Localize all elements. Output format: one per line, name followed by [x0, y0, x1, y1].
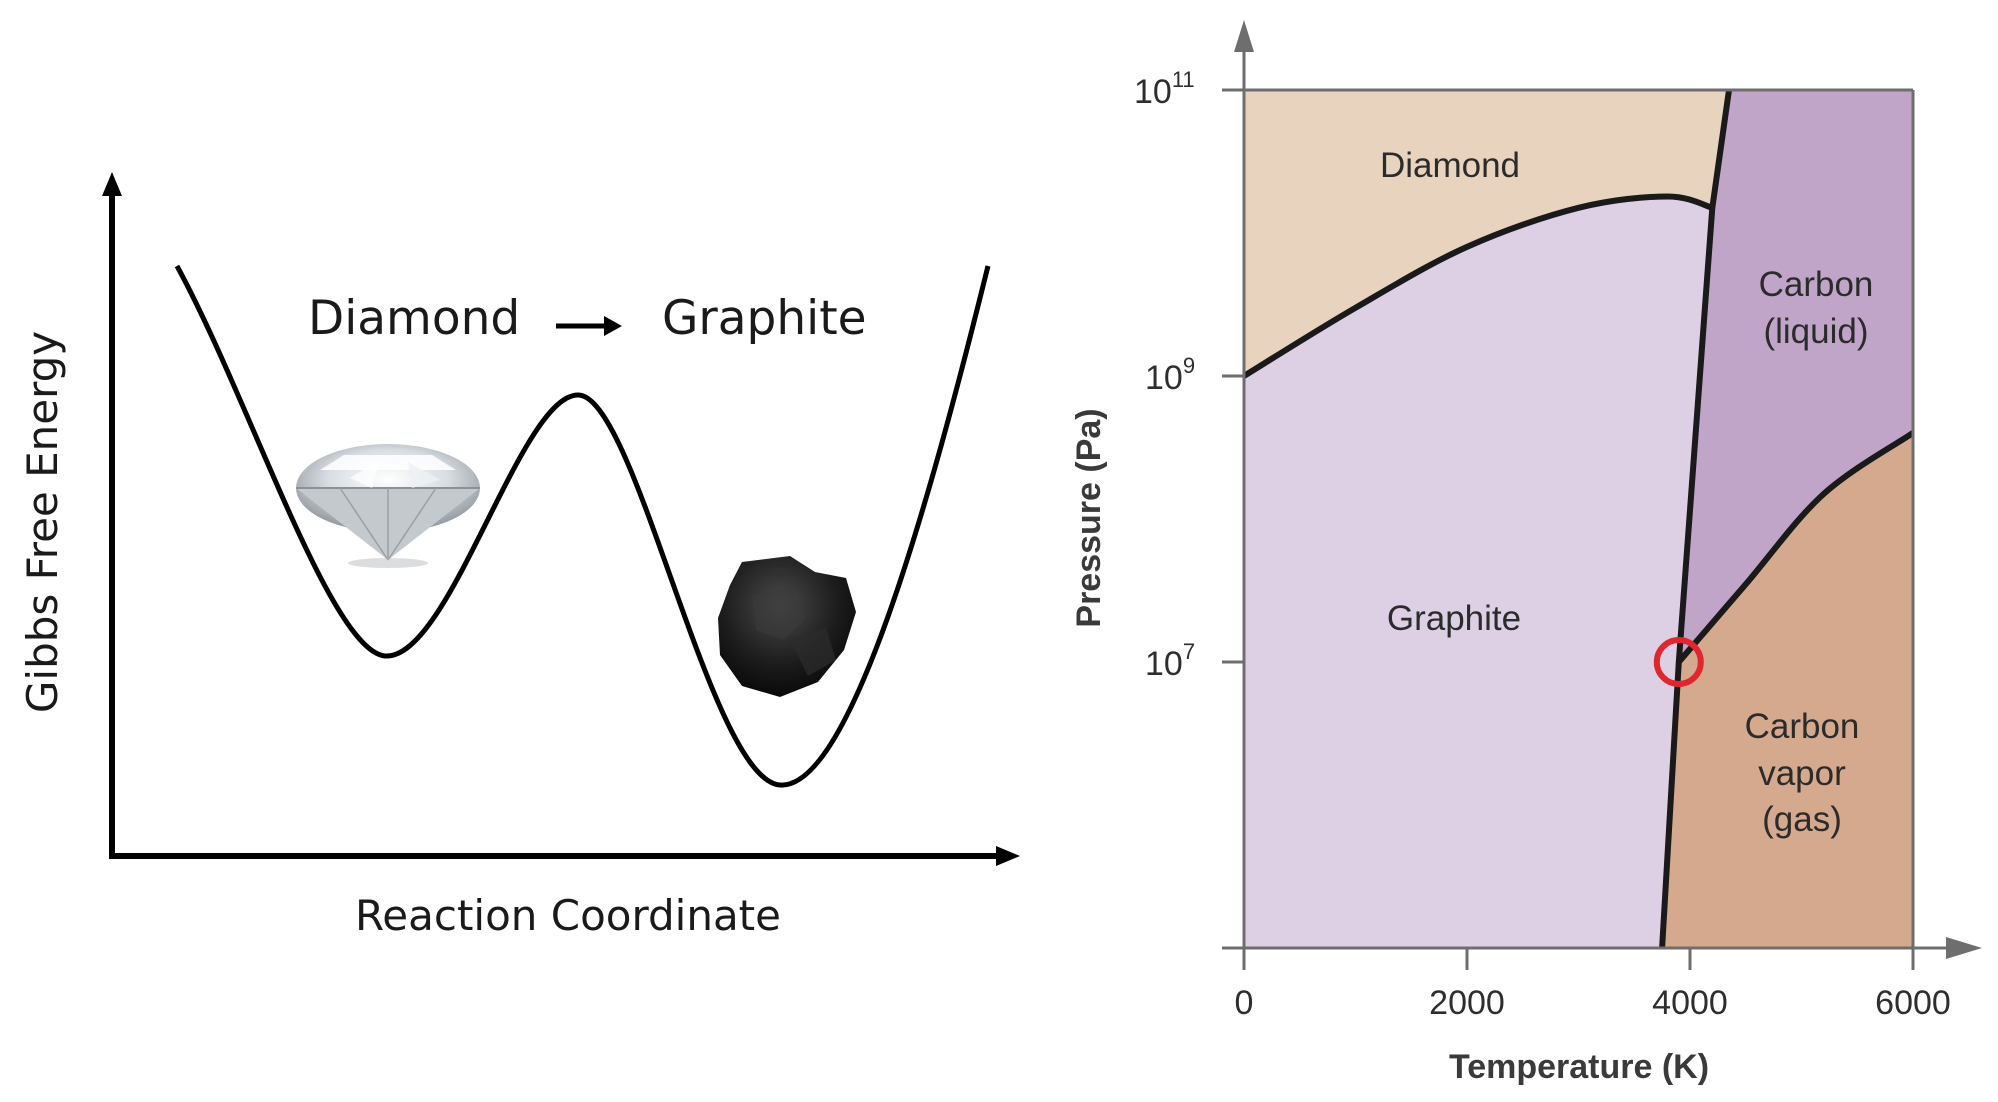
phase-x-axis-arrow: [1946, 937, 1982, 959]
graphite-region: [1244, 196, 1713, 948]
svg-text:2000: 2000: [1429, 984, 1505, 1022]
vapor-region: [1662, 432, 1913, 948]
svg-text:1011: 1011: [1134, 67, 1195, 111]
y-tick-base: 10: [1145, 359, 1183, 397]
diamond-gem-image: [296, 444, 480, 568]
y-tick-10-7: 107: [1145, 639, 1244, 683]
vapor-region-label-line1: Carbon: [1745, 707, 1860, 746]
liquid-region: [1678, 90, 1913, 662]
phase-diagram: Diamond Graphite Carbon (liquid) Carbon …: [1070, 20, 1982, 1086]
energy-y-axis-label: Gibbs Free Energy: [18, 331, 67, 713]
energy-x-axis-arrow: [996, 846, 1020, 866]
svg-text:4000: 4000: [1652, 984, 1728, 1022]
energy-diagram: Diamond Graphite Gibbs Free Energy: [18, 172, 1020, 940]
phase-regions: [1244, 90, 1913, 948]
liquid-vapor-boundary: [1676, 430, 1915, 664]
vapor-region-label-line3: (gas): [1762, 800, 1842, 839]
x-tick-2000: 2000: [1429, 948, 1505, 1022]
vapor-region-label-line2: vapor: [1758, 754, 1846, 793]
phase-y-axis-label: Pressure (Pa): [1070, 408, 1108, 627]
y-tick-exponent: 11: [1172, 67, 1195, 92]
phase-boundaries: [1242, 89, 1915, 949]
x-tick-0: 0: [1235, 948, 1254, 1022]
y-tick-10-9: 109: [1145, 353, 1244, 397]
y-tick-exponent: 7: [1183, 639, 1195, 664]
graphite-region-label: Graphite: [1387, 599, 1521, 638]
x-tick-6000: 6000: [1875, 948, 1951, 1022]
svg-text:107: 107: [1145, 639, 1195, 683]
y-tick-10-11: 1011: [1134, 67, 1244, 111]
reaction-arrow-icon: [556, 316, 622, 336]
diamond-graphite-boundary: [1242, 193, 1714, 379]
triple-point-marker: [1653, 637, 1704, 687]
reaction-left-label: Diamond: [308, 291, 520, 346]
svg-text:109: 109: [1145, 353, 1195, 397]
energy-x-axis-label: Reaction Coordinate: [355, 891, 781, 940]
svg-text:6000: 6000: [1875, 984, 1951, 1022]
reaction-right-label: Graphite: [662, 291, 867, 346]
phase-y-axis-arrow: [1234, 20, 1254, 52]
diamond-region-label: Diamond: [1380, 146, 1520, 185]
svg-text:0: 0: [1235, 984, 1254, 1022]
liquid-region-label-line1: Carbon: [1759, 265, 1874, 304]
diamond-region: [1244, 90, 1729, 376]
liquid-diamond-boundary: [1709, 89, 1732, 209]
x-tick-4000: 4000: [1652, 948, 1728, 1022]
energy-curve: [174, 264, 991, 788]
y-tick-exponent: 9: [1183, 353, 1195, 378]
energy-y-axis-arrow: [102, 172, 122, 196]
y-tick-base: 10: [1134, 73, 1172, 111]
graphite-lump-image: [718, 556, 856, 697]
phase-x-axis-label: Temperature (K): [1449, 1048, 1709, 1086]
y-tick-base: 10: [1145, 645, 1183, 683]
liquid-region-label-line2: (liquid): [1763, 312, 1868, 351]
